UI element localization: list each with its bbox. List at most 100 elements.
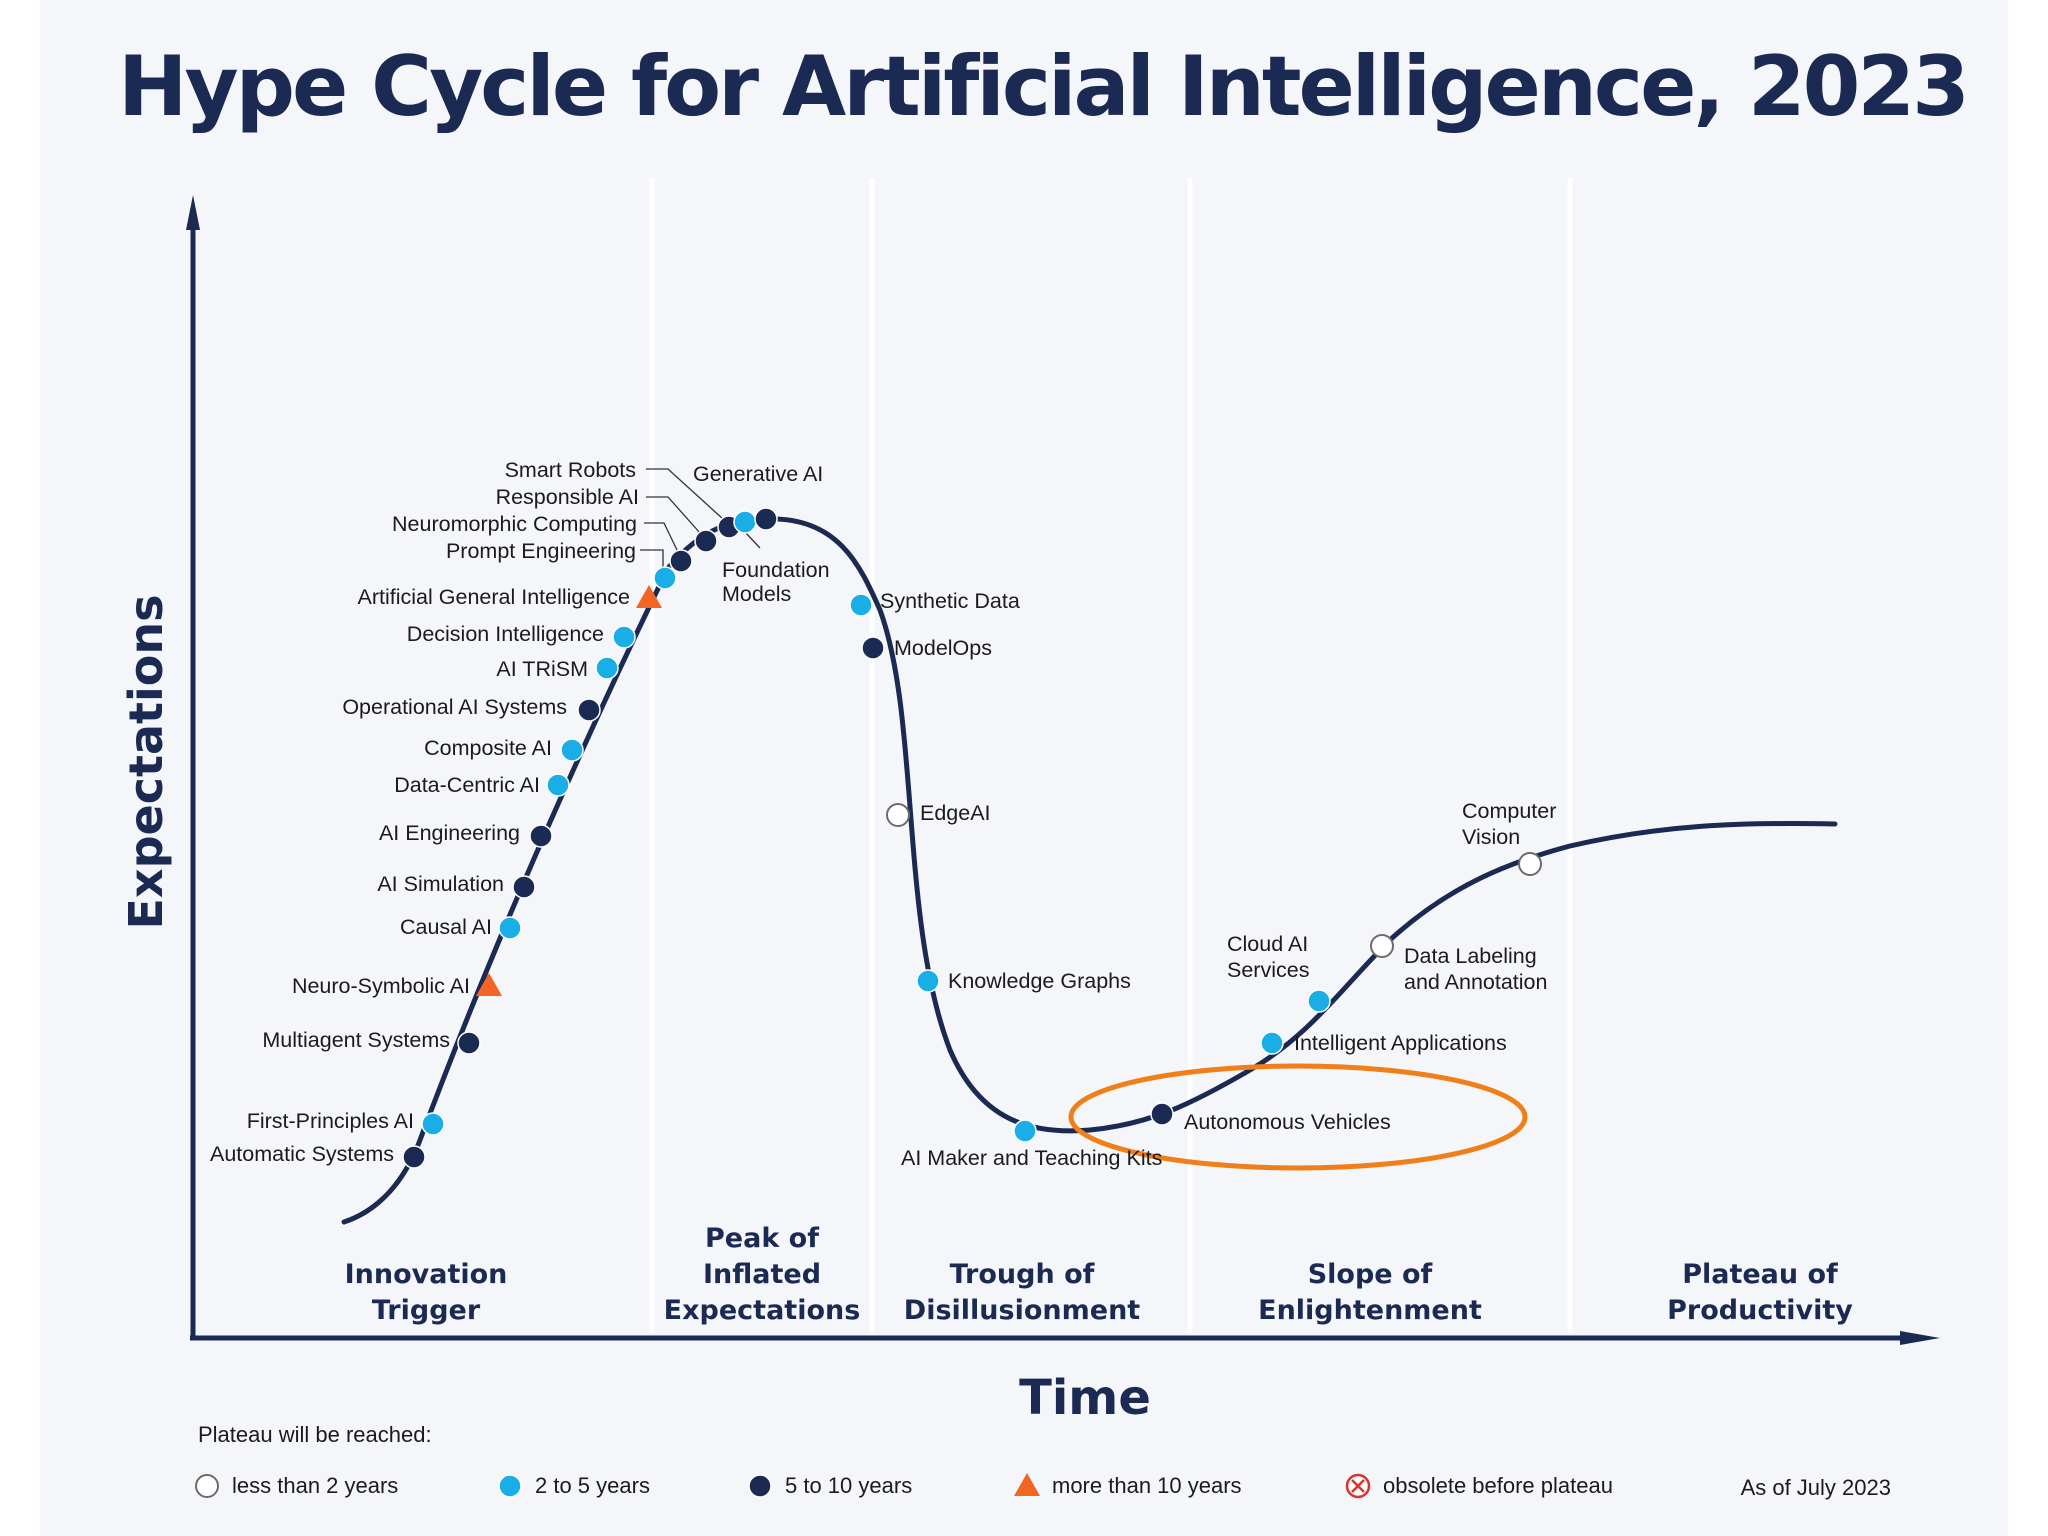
technology-label: ModelOps [894, 636, 992, 660]
page-title: Hype Cycle for Artificial Intelligence, … [118, 38, 1970, 135]
legend-label: more than 10 years [1052, 1473, 1242, 1498]
technology-artificial-general-intelligence: Artificial General Intelligence [358, 585, 662, 609]
technology-neuro-symbolic-ai: Neuro-Symbolic AI [292, 973, 502, 998]
technology-marker [612, 625, 636, 649]
technology-label: Operational AI Systems [342, 695, 567, 719]
leader-line [646, 468, 724, 520]
legend: Plateau will be reached: less than 2 year… [195, 1422, 1891, 1500]
legend-symbol [195, 1474, 219, 1498]
technology-label: Synthetic Data [880, 589, 1020, 613]
technology-label: Artificial General Intelligence [358, 585, 630, 609]
leader-line [644, 522, 679, 553]
technology-label: Prompt Engineering [446, 539, 636, 563]
technology-marker [595, 656, 619, 680]
technology-marker [861, 636, 885, 660]
technology-label: AI TRiSM [496, 657, 588, 681]
technology-knowledge-graphs: Knowledge Graphs [916, 969, 1131, 993]
phase-dividers [649, 178, 1573, 1333]
phase-label-peak: Peak of Inflated Expectations [664, 1223, 861, 1326]
technology-marker [476, 973, 502, 996]
technology-label: AI Maker and Teaching Kits [901, 1146, 1162, 1170]
technology-marker [636, 585, 662, 608]
legend-label: 5 to 10 years [785, 1473, 912, 1498]
technology-ai-trism: AI TRiSM [496, 656, 619, 681]
technology-causal-ai: Causal AI [400, 915, 522, 940]
technology-label: Computer Vision [1462, 799, 1556, 849]
technology-multiagent-systems: Multiagent Systems [262, 1028, 481, 1055]
legend-label: less than 2 years [232, 1473, 398, 1498]
phase-label-innovation-trigger: Innovation Trigger [345, 1259, 508, 1326]
technology-marker [694, 529, 718, 553]
technology-marker [577, 698, 601, 722]
technology-marker [498, 916, 522, 940]
technology-label: Data-Centric AI [394, 773, 540, 797]
technology-composite-ai: Composite AI [424, 736, 584, 762]
technology-first-principles-ai: First-Principles AI [247, 1109, 445, 1136]
technology-label: Automatic Systems [210, 1142, 394, 1166]
technology-ai-maker-teaching-kits: AI Maker and Teaching Kits [901, 1119, 1162, 1170]
y-axis-arrow [186, 195, 200, 230]
legend-label: 2 to 5 years [535, 1473, 650, 1498]
technology-marker [560, 738, 584, 762]
highlight-layer [1068, 1063, 1528, 1171]
technology-marker [886, 803, 910, 827]
technology-label: Neuromorphic Computing [392, 512, 637, 536]
legend-item-gt10: more than 10 years [1014, 1473, 1242, 1498]
technology-label: First-Principles AI [247, 1109, 414, 1133]
technology-marker [733, 510, 757, 534]
technology-label: AI Engineering [379, 821, 520, 845]
phase-label-slope: Slope of Enlightenment [1258, 1259, 1482, 1326]
technology-edgeai: EdgeAI [886, 801, 991, 827]
technology-marker [546, 773, 570, 797]
legend-item-obsolete: obsolete before plateau [1345, 1473, 1613, 1499]
technology-ai-engineering: AI Engineering [379, 821, 553, 848]
technology-markers: Automatic Systems First-Principles AI Mult… [210, 458, 1556, 1170]
technology-label: Foundation Models [722, 558, 830, 606]
technology-label: Generative AI [693, 462, 823, 486]
technology-marker [529, 824, 553, 848]
technology-marker [1370, 934, 1394, 958]
technology-marker [512, 875, 536, 899]
technology-marker [1518, 852, 1542, 876]
technology-foundation-models: Foundation Models [722, 510, 830, 606]
technology-intelligent-applications: Intelligent Applications [1260, 1031, 1507, 1055]
technology-automatic-systems: Automatic Systems [210, 1142, 426, 1169]
leader-line [640, 549, 664, 570]
technology-marker [916, 969, 940, 993]
chart-panel [40, 0, 2008, 1536]
technology-marker [1013, 1119, 1037, 1143]
phase-labels: Innovation Trigger Peak of Inflated Expectat… [345, 1223, 1854, 1326]
technology-marker [849, 593, 873, 617]
legend-item-2to5: 2 to 5 years [498, 1473, 650, 1498]
technology-label: Smart Robots [505, 458, 636, 482]
technology-label: AI Simulation [377, 872, 504, 896]
legend-symbol [1014, 1473, 1040, 1496]
technology-synthetic-data: Synthetic Data [849, 589, 1020, 617]
technology-autonomous-vehicles: Autonomous Vehicles [1150, 1102, 1391, 1134]
legend-item-lt2: less than 2 years [195, 1473, 398, 1498]
technology-prompt-engineering: Prompt Engineering [446, 539, 677, 590]
technology-label: EdgeAI [920, 801, 991, 825]
technology-label: Cloud AI Services [1227, 932, 1309, 982]
axes: Expectations Time [119, 195, 1940, 1426]
legend-label: obsolete before plateau [1383, 1473, 1613, 1498]
legend-heading: Plateau will be reached: [198, 1422, 432, 1447]
technology-label: Causal AI [400, 915, 492, 939]
technology-label: Intelligent Applications [1294, 1031, 1507, 1055]
legend-symbol [1345, 1473, 1371, 1499]
technology-label: Autonomous Vehicles [1184, 1110, 1391, 1134]
leader-line [744, 531, 761, 549]
technology-smart-robots: Smart Robots [505, 458, 741, 539]
legend-item-5to10: 5 to 10 years [748, 1473, 912, 1498]
technology-data-centric-ai: Data-Centric AI [394, 773, 570, 797]
technology-label: Composite AI [424, 736, 552, 760]
technology-marker [1260, 1031, 1284, 1055]
technology-label: Responsible AI [496, 485, 639, 509]
highlight-ellipse [1068, 1063, 1528, 1171]
legend-symbol [498, 1474, 522, 1498]
technology-label: Multiagent Systems [262, 1028, 450, 1052]
as-of-date: As of July 2023 [1741, 1475, 1891, 1500]
x-axis-arrow [1900, 1331, 1940, 1345]
technology-marker [1150, 1102, 1174, 1126]
